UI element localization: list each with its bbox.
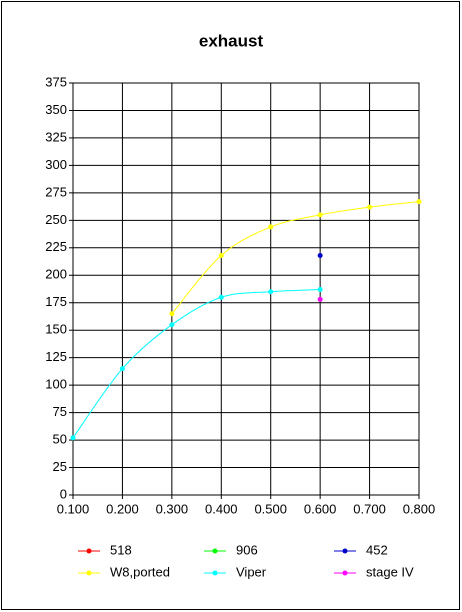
data-point: [218, 294, 224, 300]
x-tick-label: 0.300: [156, 501, 189, 516]
legend-label: 906: [236, 542, 258, 557]
legend-marker: [212, 548, 218, 554]
y-tick-label: 200: [45, 267, 67, 282]
y-tick-label: 0: [60, 486, 67, 501]
data-point: [317, 296, 323, 302]
y-tick-label: 50: [53, 432, 67, 447]
y-tick-label: 225: [45, 239, 67, 254]
x-tick-label: 0.600: [304, 501, 337, 516]
legend-label: 518: [110, 542, 132, 557]
y-tick-label: 300: [45, 157, 67, 172]
x-tick-label: 0.400: [205, 501, 238, 516]
legend-marker: [342, 570, 348, 576]
legend-label: 452: [366, 542, 388, 557]
y-tick-label: 125: [45, 349, 67, 364]
legend-label: Viper: [236, 564, 267, 579]
data-point: [70, 435, 76, 441]
data-point: [317, 252, 323, 258]
x-tick-label: 0.100: [57, 501, 90, 516]
x-tick-label: 0.800: [403, 501, 436, 516]
legend-marker: [212, 570, 218, 576]
series-line: [171, 201, 420, 315]
legend-marker: [86, 548, 92, 554]
data-point: [268, 289, 274, 295]
y-tick-label: 375: [45, 74, 67, 89]
plot-area: [73, 83, 419, 495]
plot-border: [72, 82, 420, 496]
data-point: [317, 212, 323, 218]
y-tick-label: 75: [53, 404, 67, 419]
data-point: [268, 224, 274, 230]
y-tick-label: 175: [45, 294, 67, 309]
data-point: [119, 366, 125, 372]
legend-marker: [86, 570, 92, 576]
y-tick-label: 350: [45, 102, 67, 117]
chart-title: exhaust: [199, 31, 264, 50]
x-tick-label: 0.200: [106, 501, 139, 516]
y-tick-label: 150: [45, 322, 67, 337]
data-point: [169, 311, 175, 317]
data-point: [367, 204, 373, 210]
y-tick-label: 275: [45, 184, 67, 199]
y-tick-label: 325: [45, 129, 67, 144]
y-tick-label: 100: [45, 377, 67, 392]
legend-label: stage IV: [366, 564, 414, 579]
data-point: [416, 199, 422, 205]
legend-label: W8,ported: [110, 564, 170, 579]
data-point: [169, 322, 175, 328]
x-tick-label: 0.500: [254, 501, 287, 516]
legend-marker: [342, 548, 348, 554]
data-point: [218, 252, 224, 258]
x-tick-label: 0.700: [353, 501, 386, 516]
y-tick-label: 25: [53, 459, 67, 474]
data-point: [317, 287, 323, 293]
y-tick-label: 250: [45, 212, 67, 227]
